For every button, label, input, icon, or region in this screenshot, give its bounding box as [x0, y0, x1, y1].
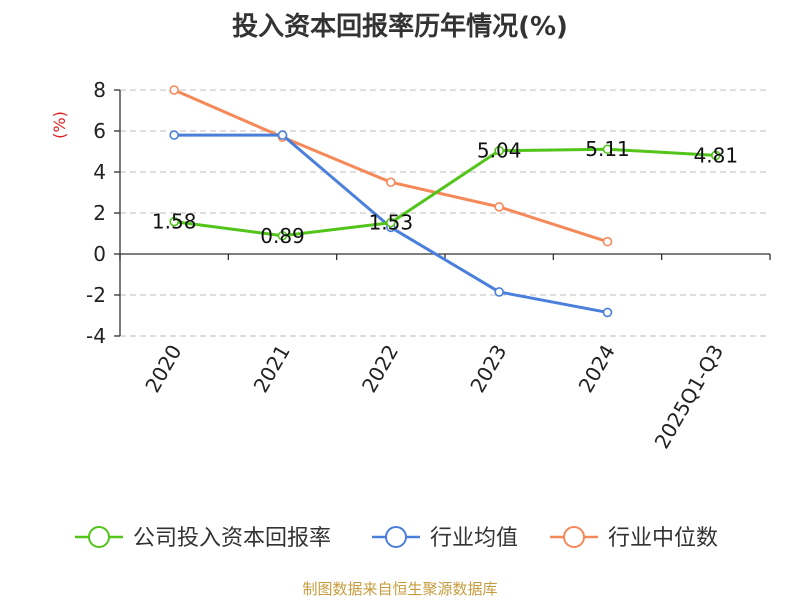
data-point [494, 202, 504, 212]
source-footer: 制图数据来自恒生聚源数据库 [302, 580, 498, 598]
legend-label: 行业中位数 [608, 526, 718, 551]
data-point [169, 130, 179, 140]
data-point [602, 307, 613, 318]
axes [114, 89, 771, 337]
chart-title: 投入资本回报率历年情况(%) [232, 12, 568, 42]
data-point [169, 216, 179, 227]
y-tick-label: -2 [86, 283, 106, 307]
x-tick-label: 2020 [140, 341, 186, 397]
x-tick-label: 2025Q1-Q3 [649, 341, 728, 453]
data-label: 1.58 [152, 210, 197, 234]
y-axis-label: (%) [50, 111, 69, 139]
x-tick-label: 2021 [249, 341, 295, 397]
y-tick-label: 2 [93, 201, 106, 225]
data-label: 5.11 [585, 137, 630, 161]
legend-marker [385, 526, 407, 548]
data-point [277, 130, 288, 140]
x-tick-label: 2023 [465, 340, 511, 396]
y-tick-label: 8 [93, 78, 106, 102]
legend-label: 行业均值 [430, 526, 518, 551]
data-point [711, 150, 721, 161]
data-label: 1.53 [369, 211, 414, 235]
data-label: 5.04 [477, 139, 522, 163]
data-label: 4.81 [694, 143, 739, 167]
x-tick-labels: 2020 2021 2022 2023 2024 2025Q1-Q3 [140, 340, 728, 452]
data-point [277, 230, 288, 241]
y-tick-label: 4 [93, 160, 106, 184]
data-label: 0.89 [260, 224, 305, 248]
x-tick-label: 2024 [574, 341, 620, 397]
series-line-0 [173, 147, 716, 238]
data-point [386, 217, 396, 228]
y-tick-label: 6 [93, 119, 106, 143]
legend-marker [88, 526, 110, 548]
gridlines [120, 89, 770, 337]
data-point [386, 177, 396, 188]
y-tick-label: -4 [86, 324, 106, 348]
x-tick-label: 2022 [357, 341, 403, 397]
data-point [494, 145, 504, 156]
y-tick-label: 0 [93, 242, 106, 266]
data-point [602, 236, 613, 247]
series-lines [169, 85, 721, 318]
y-tick-labels: 8 6 4 2 0 -2 -4 [86, 78, 106, 348]
data-point [169, 85, 179, 95]
legend-label: 公司投入资本回报率 [133, 526, 331, 551]
data-point [494, 287, 504, 297]
legend-marker [563, 526, 585, 548]
legend: 公司投入资本回报率 行业均值 行业中位数 [75, 526, 718, 551]
data-labels: 1.58 0.89 1.53 5.04 5.11 4.81 [152, 137, 738, 248]
data-point [602, 144, 613, 155]
